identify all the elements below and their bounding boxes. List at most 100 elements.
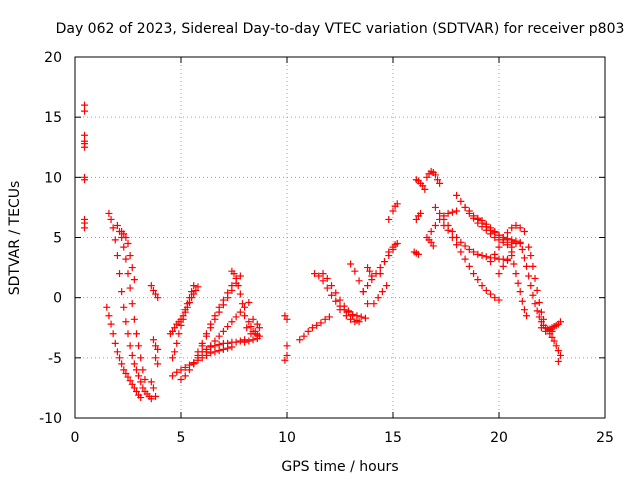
data-point — [436, 179, 444, 187]
data-point — [152, 354, 160, 362]
data-point — [190, 282, 198, 290]
data-point — [482, 253, 490, 261]
y-tick-label: 0 — [53, 291, 62, 307]
data-point — [207, 320, 215, 328]
data-point — [188, 288, 196, 296]
data-point — [120, 243, 128, 251]
axis-ticks — [74, 56, 606, 419]
data-point — [364, 300, 372, 308]
data-point — [81, 224, 89, 232]
data-point — [323, 274, 331, 282]
data-point — [448, 208, 456, 216]
data-point — [171, 348, 179, 356]
data-point — [171, 324, 179, 332]
data-point — [520, 227, 528, 235]
data-point — [177, 366, 185, 374]
data-point — [461, 203, 469, 211]
data-point — [444, 209, 452, 217]
data-point — [113, 348, 121, 356]
data-point — [251, 327, 259, 335]
data-point — [540, 315, 548, 323]
y-tick-label: 10 — [44, 170, 62, 186]
data-point — [192, 286, 200, 294]
data-point — [554, 357, 562, 365]
data-point — [465, 246, 473, 254]
data-point — [147, 282, 155, 290]
data-point — [525, 243, 533, 251]
data-point — [453, 207, 461, 215]
data-point — [311, 270, 319, 278]
data-point — [149, 336, 157, 344]
data-point — [374, 294, 382, 302]
data-point — [241, 312, 249, 320]
y-tick-label: -10 — [39, 411, 62, 427]
data-point — [366, 267, 374, 275]
data-point — [516, 224, 524, 232]
data-point — [355, 318, 363, 326]
data-point — [124, 270, 132, 278]
data-point — [457, 238, 465, 246]
data-point — [470, 212, 478, 220]
data-point — [132, 330, 140, 338]
data-point — [249, 315, 257, 323]
data-point — [130, 315, 138, 323]
data-point — [349, 312, 357, 320]
data-point — [116, 354, 124, 362]
data-point — [215, 341, 223, 349]
data-point — [516, 288, 524, 296]
data-point — [457, 248, 465, 256]
y-axis-title: SDTVAR / TECUs — [7, 181, 23, 296]
data-point — [253, 335, 261, 343]
data-point — [139, 366, 147, 374]
data-point — [340, 302, 348, 310]
data-point — [364, 264, 372, 272]
data-point — [523, 312, 531, 320]
data-point — [247, 323, 255, 331]
data-point — [474, 276, 482, 284]
data-point — [359, 288, 367, 296]
data-point — [224, 339, 232, 347]
data-point — [440, 215, 448, 223]
data-point — [219, 327, 227, 335]
data-point — [126, 342, 134, 350]
data-point — [122, 318, 130, 326]
data-point — [124, 330, 132, 338]
data-point — [325, 313, 333, 321]
data-point — [414, 250, 422, 258]
x-tick-label: 0 — [71, 430, 80, 446]
data-point — [185, 366, 193, 374]
data-point — [300, 332, 308, 340]
data-point — [470, 248, 478, 256]
x-tick-label: 10 — [278, 430, 296, 446]
data-point — [169, 354, 177, 362]
data-point — [137, 394, 145, 402]
chart-title: Day 062 of 2023, Sidereal Day-to-day VTE… — [56, 21, 625, 37]
data-point — [552, 342, 560, 350]
y-tick-label: -5 — [48, 351, 62, 367]
data-point — [177, 315, 185, 323]
data-point — [103, 303, 111, 311]
data-point — [487, 290, 495, 298]
data-point — [495, 231, 503, 239]
data-point — [378, 288, 386, 296]
data-point — [491, 250, 499, 258]
data-point — [423, 173, 431, 181]
data-point — [518, 246, 526, 254]
x-axis-title: GPS time / hours — [281, 459, 398, 475]
data-point — [436, 209, 444, 217]
data-point — [429, 242, 437, 250]
data-point — [152, 392, 160, 400]
data-point — [514, 279, 522, 287]
data-point — [109, 224, 117, 232]
data-point — [238, 300, 246, 308]
data-point — [491, 294, 499, 302]
data-point — [465, 207, 473, 215]
data-point — [417, 209, 425, 217]
data-point — [355, 277, 363, 285]
data-point — [296, 336, 304, 344]
data-point — [510, 260, 518, 268]
data-point — [495, 296, 503, 304]
data-point — [453, 191, 461, 199]
